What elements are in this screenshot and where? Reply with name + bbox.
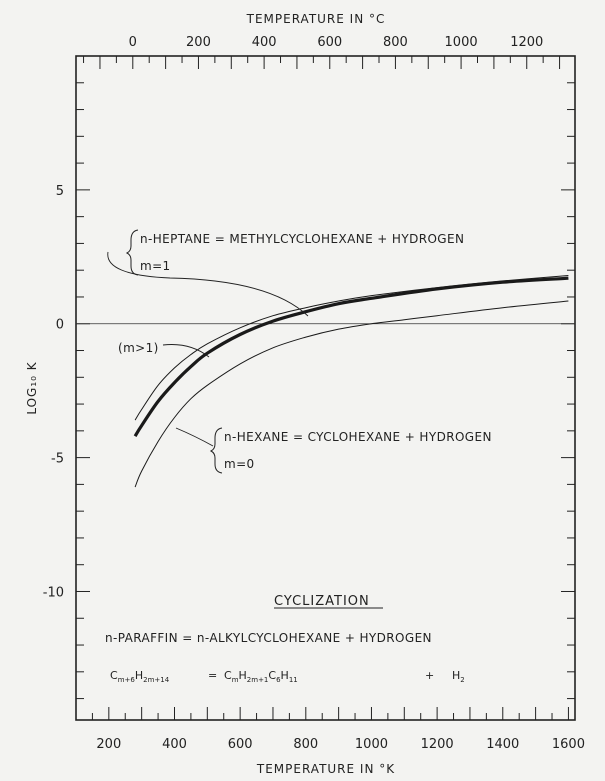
x2-tick-label: 800: [383, 35, 408, 50]
y-tick-label: -10: [43, 585, 64, 600]
top-axis-title: TEMPERATURE IN °C: [246, 12, 386, 26]
plot-frame: [75, 55, 576, 721]
reaction-formula-rhs: CmH2m+1C6H11: [224, 669, 298, 684]
axis-ticks: [75, 56, 575, 720]
heptane-m-label: m=1: [140, 259, 171, 273]
heptane-equation-label: n-HEPTANE = METHYLCYCLOHEXANE + HYDROGEN: [140, 232, 464, 246]
x-tick-label: 800: [293, 737, 318, 752]
x-tick-label: 1200: [421, 737, 454, 752]
y-axis-title: LOG₁₀ K: [25, 361, 39, 414]
x2-tick-label: 1000: [445, 35, 478, 50]
heptane-brace: [125, 229, 139, 276]
y-tick-label: 5: [56, 184, 64, 199]
axis-tick-labels: 200 400 600 800 1000 1200 1400 1600 0 200 400 600 80…: [43, 35, 585, 752]
reaction-formula-plus: +: [425, 669, 434, 682]
heptane-leader-line: [107, 251, 309, 317]
x2-tick-label: 600: [317, 35, 342, 50]
x-tick-label: 400: [162, 737, 187, 752]
x-tick-label: 1400: [486, 737, 519, 752]
y-tick-label: 0: [56, 318, 64, 333]
x2-tick-label: 200: [186, 35, 211, 50]
reaction-formula-hydrogen: H2: [452, 669, 465, 684]
cyclization-heading: CYCLIZATION: [274, 594, 370, 609]
x-tick-label: 200: [96, 737, 121, 752]
hexane-leader-line: [175, 427, 214, 447]
series-line-1: [134, 275, 569, 421]
y-tick-label: -5: [51, 452, 64, 467]
hexane-brace: [209, 427, 223, 474]
x-tick-label: 600: [228, 737, 253, 752]
x2-tick-label: 400: [252, 35, 277, 50]
x-tick-label: 1000: [355, 737, 388, 752]
general-equation-label: n-PARAFFIN = n-ALKYLCYCLOHEXANE + HYDROG…: [105, 631, 432, 645]
x2-tick-label: 0: [129, 35, 137, 50]
bottom-axis-title: TEMPERATURE IN °K: [256, 762, 395, 776]
m-greater-than-1-label: (m>1): [118, 341, 159, 355]
hexane-equation-label: n-HEXANE = CYCLOHEXANE + HYDROGEN: [224, 430, 492, 444]
series-group: [133, 275, 569, 488]
m-greater-than-1-leader-line: [162, 344, 210, 358]
series-line-2: [133, 276, 569, 438]
hexane-m-label: m=0: [224, 457, 255, 471]
series-line-3: [134, 300, 569, 488]
reaction-formula-equals: =: [208, 669, 217, 682]
reaction-formula: Cm+6H2m+14: [110, 669, 170, 684]
x2-tick-label: 1200: [510, 35, 543, 50]
x-tick-label: 1600: [552, 737, 585, 752]
